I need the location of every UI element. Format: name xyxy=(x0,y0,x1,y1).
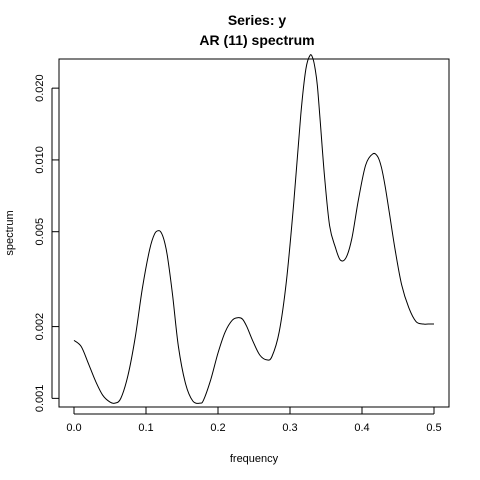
x-tick-label: 0.1 xyxy=(138,422,153,434)
x-tick-label: 0.2 xyxy=(210,422,225,434)
y-tick-label: 0.005 xyxy=(34,218,46,246)
y-tick-label: 0.001 xyxy=(34,385,46,413)
chart-subtitle: AR (11) spectrum xyxy=(199,32,314,48)
spectrum-line xyxy=(73,54,434,404)
chart-title: Series: y xyxy=(228,12,287,28)
y-tick-label: 0.002 xyxy=(34,313,46,341)
x-axis: 0.0 0.1 0.2 0.3 0.4 0.5 xyxy=(66,407,442,434)
x-tick-label: 0.5 xyxy=(426,422,441,434)
x-tick-label: 0.4 xyxy=(354,422,369,434)
x-tick-label: 0.3 xyxy=(282,422,297,434)
plot-frame xyxy=(58,58,450,408)
y-tick-label: 0.020 xyxy=(34,74,46,102)
y-tick-label: 0.010 xyxy=(34,146,46,174)
x-axis-label: frequency xyxy=(230,453,279,465)
y-axis-label: spectrum xyxy=(4,210,16,255)
x-tick-label: 0.0 xyxy=(66,422,81,434)
y-axis: 0.001 0.002 0.005 0.010 0.020 xyxy=(34,74,59,412)
